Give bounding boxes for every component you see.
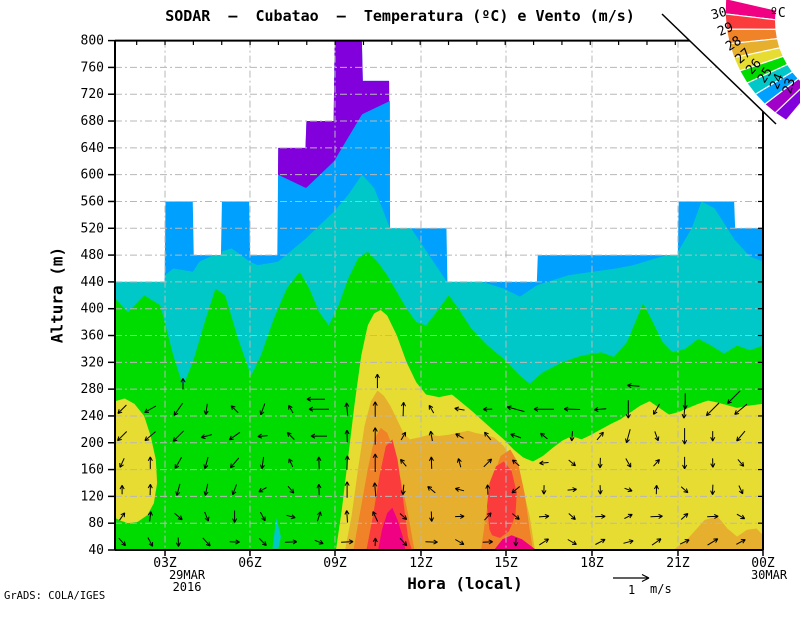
svg-text:120: 120 [81, 489, 104, 504]
wind-vectors [117, 373, 748, 547]
svg-text:280: 280 [81, 382, 104, 397]
svg-text:200: 200 [81, 436, 104, 451]
svg-text:720: 720 [81, 87, 104, 102]
svg-text:30: 30 [710, 5, 729, 24]
svg-text:600: 600 [81, 168, 104, 183]
wind-reference-unit: m/s [650, 582, 672, 596]
svg-text:440: 440 [81, 275, 104, 290]
svg-text:800: 800 [81, 34, 104, 49]
svg-text:480: 480 [81, 248, 104, 263]
grads-watermark: GrADS: COLA/IGES [4, 590, 106, 602]
svg-text:18Z: 18Z [580, 556, 604, 571]
svg-text:360: 360 [81, 329, 104, 344]
wind-reference-arrow [613, 573, 650, 583]
chart-title: SODAR – Cubatao – Temperatura (ºC) e Ven… [165, 7, 635, 25]
svg-text:15Z: 15Z [494, 556, 518, 571]
x-axis-label: Hora (local) [407, 574, 523, 593]
svg-text:400: 400 [81, 302, 104, 317]
legend-color-fan [724, 0, 800, 122]
svg-text:09Z: 09Z [323, 556, 347, 571]
svg-text:240: 240 [81, 409, 104, 424]
svg-text:29MAR: 29MAR [169, 568, 206, 582]
svg-text:2016: 2016 [173, 580, 202, 594]
svg-text:03Z: 03Z [153, 556, 177, 571]
svg-text:40: 40 [88, 543, 104, 558]
svg-text:00Z: 00Z [751, 556, 775, 571]
svg-text:80: 80 [88, 516, 104, 531]
svg-text:21Z: 21Z [666, 556, 690, 571]
svg-text:160: 160 [81, 463, 104, 478]
svg-text:680: 680 [81, 114, 104, 129]
svg-text:760: 760 [81, 60, 104, 75]
legend-unit-label: ºC [770, 6, 786, 21]
svg-text:640: 640 [81, 141, 104, 156]
svg-text:24: 24 [767, 71, 787, 92]
svg-text:320: 320 [81, 355, 104, 370]
svg-text:520: 520 [81, 221, 104, 236]
svg-text:25: 25 [755, 65, 776, 86]
svg-text:06Z: 06Z [238, 556, 262, 571]
wind-reference-value: 1 [628, 583, 636, 597]
svg-text:28: 28 [723, 34, 744, 55]
svg-text:29: 29 [715, 20, 735, 40]
svg-text:30MAR: 30MAR [751, 568, 788, 582]
svg-text:23: 23 [780, 76, 799, 95]
axes-frame [114, 39, 764, 551]
svg-text:560: 560 [81, 194, 104, 209]
grid-lines [115, 40, 763, 550]
temperature-bands [115, 40, 763, 550]
svg-text:12Z: 12Z [409, 556, 433, 571]
tick-labels: 40 80 120 160 200 240 280 320 360 400 440 480 520 560… [81, 34, 788, 594]
